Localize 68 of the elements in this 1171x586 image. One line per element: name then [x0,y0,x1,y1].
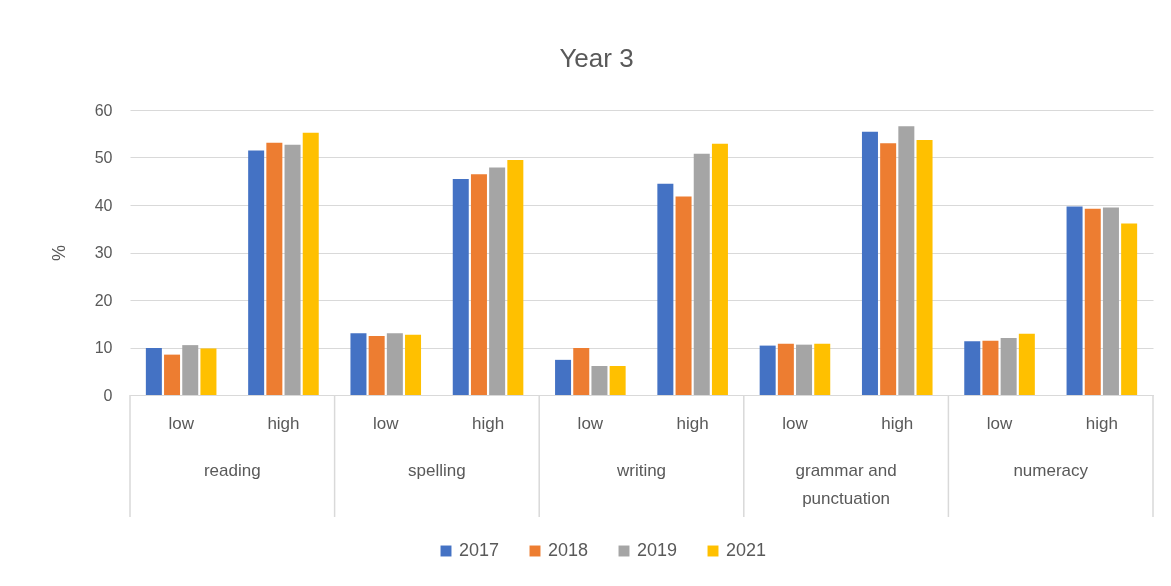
legend-label: 2021 [726,540,767,560]
bar [916,139,933,395]
bar [573,347,590,395]
bar [145,347,162,395]
y-tick-label: 10 [94,339,113,356]
text: reading [203,461,261,480]
text: spelling [408,461,466,480]
legend-label: 2018 [548,540,589,560]
y-tick-label: 20 [94,291,113,309]
bar [1018,333,1035,395]
bar [693,153,710,395]
bar [470,174,487,395]
bar [964,341,981,395]
bar [982,340,999,395]
x-tick-label: high [1085,413,1118,433]
bar [777,343,794,395]
y-axis-title: % [48,244,69,262]
bar [452,178,469,395]
bar [386,333,403,395]
bar [861,131,878,395]
y-tick-label: 30 [94,244,113,261]
bar [609,366,626,395]
legend-label: 2019 [637,540,678,560]
chart-title: Year 3 [559,43,634,73]
bar [814,343,831,395]
bar [555,359,572,395]
bar [657,183,674,395]
bar [759,345,776,395]
bar [591,366,608,395]
bar [1000,338,1017,395]
bar [675,196,692,395]
bar [507,159,524,395]
bar [405,334,422,395]
bar [302,132,319,395]
bar [1121,223,1138,395]
bar [182,345,199,395]
y-tick-label: 40 [94,196,113,214]
x-tick-label: low [372,413,400,433]
x-tick-label: low [168,413,195,433]
bar [711,143,728,395]
x-tick-label: low [577,413,604,433]
y-tick-label: 50 [94,149,113,166]
x-tick-label: low [782,413,809,433]
text: writing [615,461,667,480]
bar [284,144,301,395]
y-tick-label: 60 [94,101,113,119]
bar [164,354,181,395]
bar [489,167,506,395]
bar [368,336,385,395]
bar [880,143,897,395]
bar [350,333,367,395]
legend-label: 2017 [459,540,500,560]
bar [248,150,265,395]
bar [200,348,217,395]
x-tick-label: high [267,413,300,433]
bar [1084,208,1101,395]
y-tick-label: 0 [103,386,113,404]
bar [796,344,813,395]
x-tick-label: high [881,413,914,433]
text: numeracy [1013,461,1089,480]
x-tick-label: high [471,413,505,433]
x-tick-label: high [676,413,709,433]
bar [1102,207,1119,395]
text: grammar and punctuation [795,461,897,508]
x-tick-label: low [986,413,1014,433]
bar [266,142,283,395]
bar [1066,206,1083,395]
bar [898,126,915,395]
